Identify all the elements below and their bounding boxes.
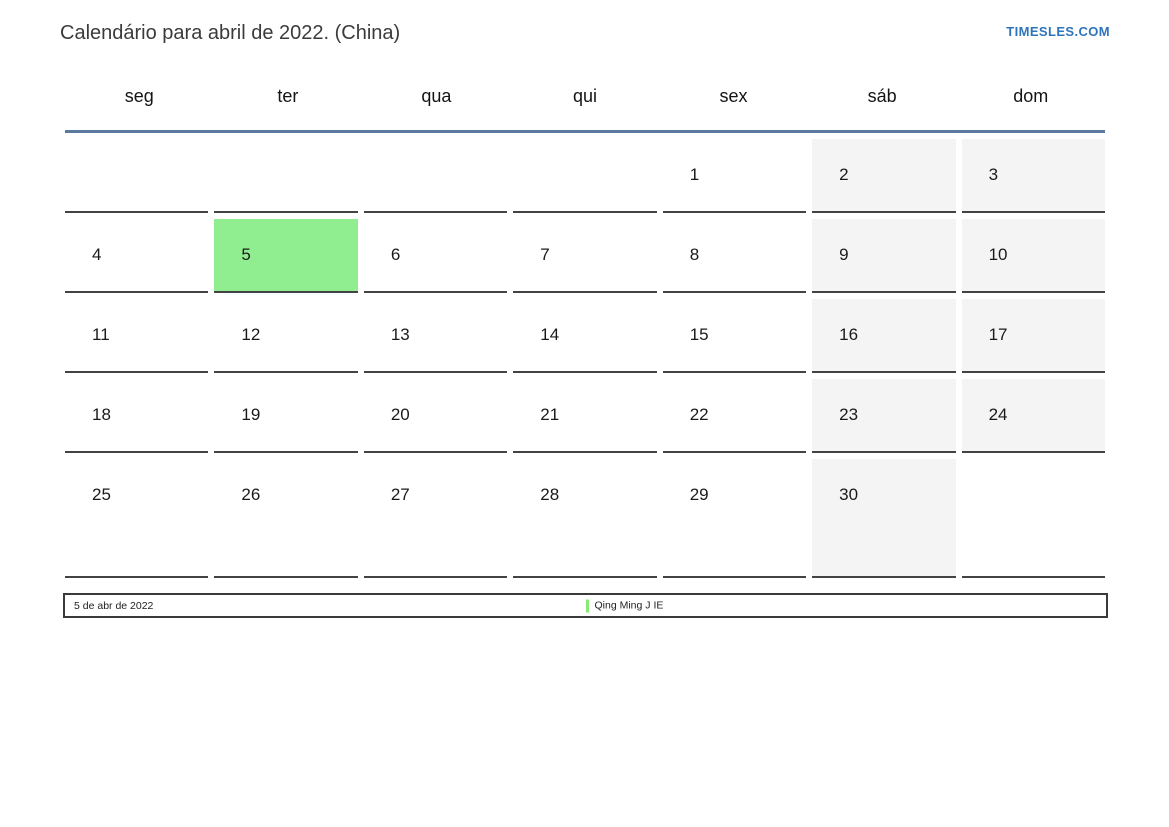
day-number: 1 — [689, 165, 700, 184]
day-cell-empty — [363, 139, 508, 213]
day-cell-10: 10 — [961, 219, 1105, 293]
day-cell-empty — [65, 139, 209, 213]
day-number: 29 — [689, 485, 709, 504]
day-number: 8 — [689, 245, 700, 264]
day-cell-4: 4 — [65, 219, 209, 293]
page-title: Calendário para abril de 2022. (China) — [60, 22, 401, 44]
timesles-site-link[interactable]: TIMESLES.COM — [1006, 24, 1110, 39]
footer-date-label: 5 de abr de 2022 — [74, 599, 154, 612]
day-cell-28: 28 — [513, 459, 657, 578]
day-number: 20 — [390, 405, 410, 424]
day-cell-19: 19 — [214, 379, 358, 453]
weekday-row: seg ter qua qui sex sáb dom — [65, 86, 1105, 107]
day-cell-7: 7 — [513, 219, 657, 293]
weekday-header-sáb: sáb — [867, 86, 897, 106]
day-number: 15 — [689, 325, 709, 344]
day-number: 14 — [540, 325, 560, 344]
day-number: 24 — [988, 405, 1008, 424]
day-cell-3: 3 — [961, 139, 1105, 213]
day-number: 26 — [241, 485, 261, 504]
day-cell-1: 1 — [662, 139, 807, 213]
day-cell-empty — [513, 139, 657, 213]
holiday-legend-label: Qing Ming J IE — [594, 599, 664, 612]
day-cell-21: 21 — [513, 379, 657, 453]
weekday-header-dom: dom — [1013, 86, 1049, 106]
day-cell-22: 22 — [662, 379, 807, 453]
weekday-header-sex: sex — [719, 86, 748, 106]
weekday-header-qua: qua — [421, 86, 452, 106]
day-number: 25 — [92, 485, 111, 504]
day-cell-15: 15 — [662, 299, 807, 373]
day-number: 28 — [540, 485, 560, 504]
day-number: 18 — [92, 405, 111, 424]
day-cell-23: 23 — [812, 379, 956, 453]
holiday-legend-color-bar — [585, 599, 589, 612]
day-cell-18: 18 — [65, 379, 209, 453]
calendar-grid: 1 2 3 4 5 6 7 8 9 10 11 12 13 14 15 16 17 18 19 20 21 22 23 24 2… — [65, 139, 1105, 578]
day-number: 16 — [839, 325, 859, 344]
day-cell-12: 12 — [214, 299, 358, 373]
holiday-legend-item: Qing Ming J IE — [585, 599, 664, 612]
day-number: 7 — [540, 245, 550, 264]
day-number: 21 — [540, 405, 560, 424]
weekday-header-ter: ter — [277, 86, 299, 106]
day-number: 27 — [390, 485, 410, 504]
day-cell-25: 25 — [65, 459, 209, 578]
day-cell-8: 8 — [662, 219, 807, 293]
day-number: 3 — [988, 165, 999, 184]
day-cell-2: 2 — [812, 139, 956, 213]
day-number: 11 — [92, 325, 110, 344]
day-number: 2 — [839, 165, 849, 184]
day-cell-6: 6 — [363, 219, 508, 293]
day-number: 9 — [839, 245, 849, 264]
day-number: 23 — [839, 405, 859, 424]
legend-footer-box: 5 de abr de 2022 Qing Ming J IE — [63, 593, 1108, 618]
day-number: 12 — [241, 325, 261, 344]
day-cell-30: 30 — [812, 459, 956, 578]
weekday-header-seg: seg — [124, 86, 154, 106]
day-number: 5 — [241, 245, 251, 264]
day-number: 19 — [241, 405, 261, 424]
day-cell-empty — [961, 459, 1105, 578]
day-cell-16: 16 — [812, 299, 956, 373]
day-number: 10 — [988, 245, 1008, 264]
day-number: 4 — [92, 245, 102, 264]
day-cell-9: 9 — [812, 219, 956, 293]
day-cell-27: 27 — [363, 459, 508, 578]
day-cell-20: 20 — [363, 379, 508, 453]
day-number: 17 — [988, 325, 1008, 344]
day-cell-14: 14 — [513, 299, 657, 373]
day-cell-29: 29 — [662, 459, 807, 578]
day-cell-17: 17 — [961, 299, 1105, 373]
day-cell-24: 24 — [961, 379, 1105, 453]
day-number: 13 — [390, 325, 410, 344]
day-cell-26: 26 — [214, 459, 358, 578]
day-number: 30 — [839, 485, 859, 504]
day-number: 6 — [390, 245, 401, 264]
day-cell-11: 11 — [65, 299, 209, 373]
day-cell-13: 13 — [363, 299, 508, 373]
day-number: 22 — [689, 405, 709, 424]
weekday-header-qui: qui — [572, 86, 597, 106]
day-cell-5: 5 — [214, 219, 358, 293]
weekday-header-rule — [65, 130, 1105, 133]
day-cell-empty — [214, 139, 358, 213]
